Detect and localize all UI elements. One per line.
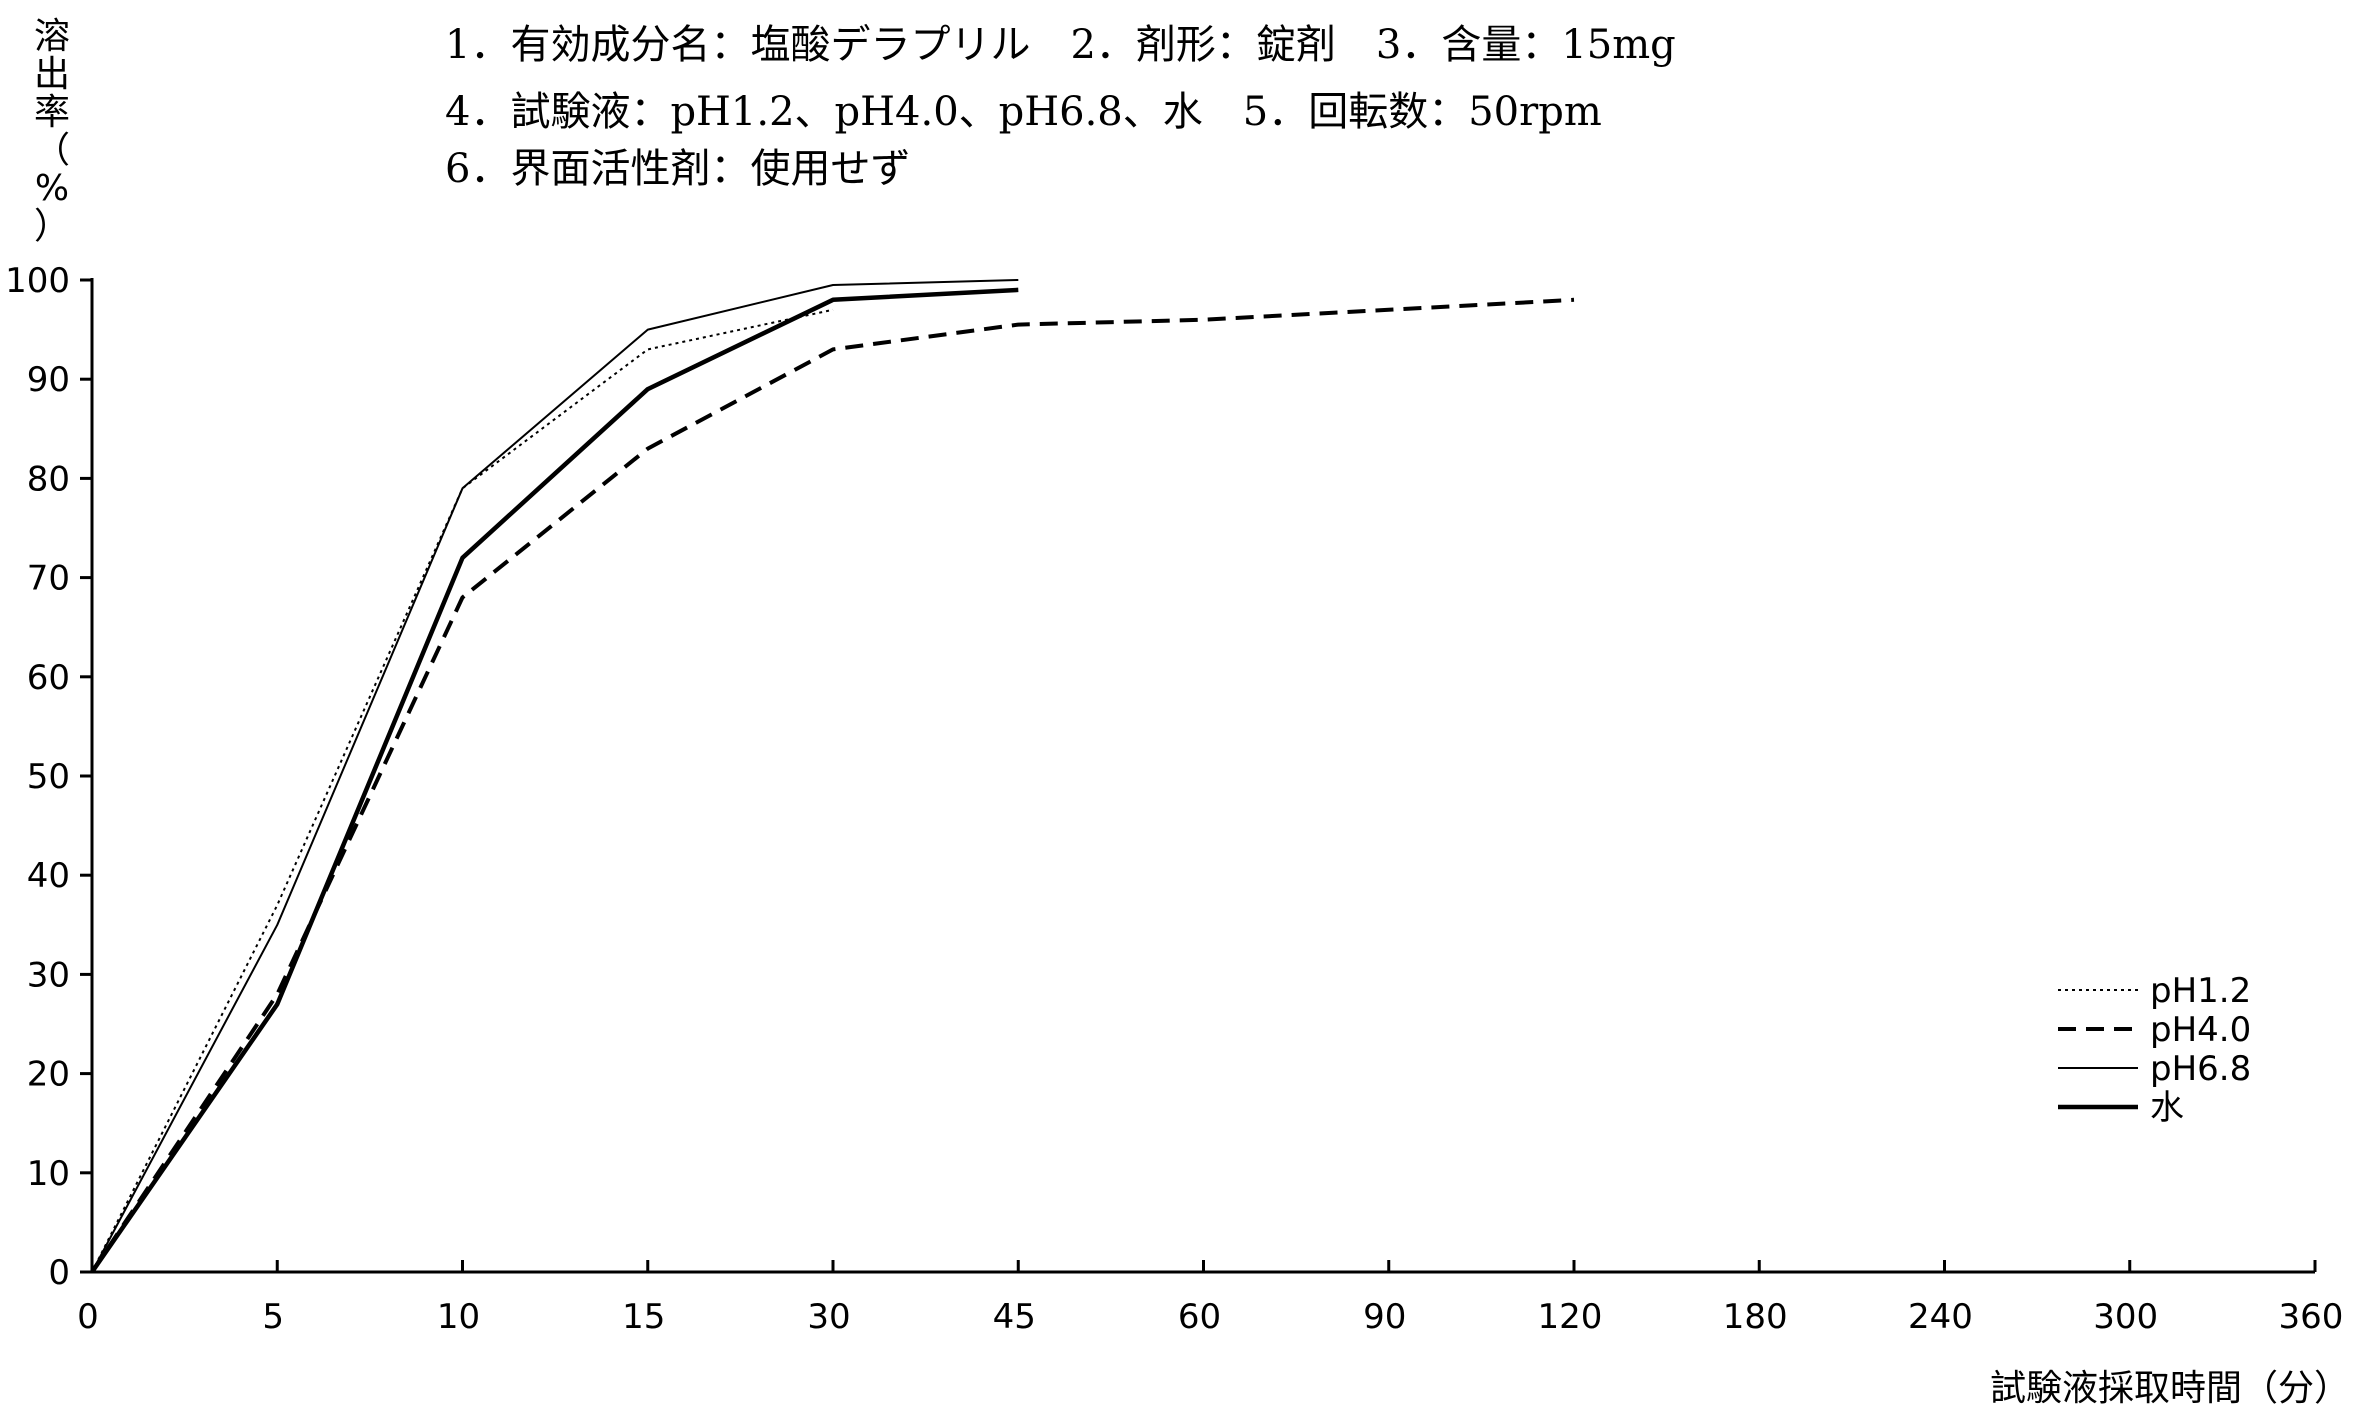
x-tick-label: 5 xyxy=(262,1297,284,1337)
series-line-2 xyxy=(91,279,1019,1273)
legend-label: 水 xyxy=(2150,1088,2184,1128)
x-tick-label: 10 xyxy=(437,1297,480,1337)
y-tick-label: 10 xyxy=(27,1154,70,1194)
axes xyxy=(90,278,2315,1274)
series-lines xyxy=(90,279,1575,1274)
y-tick-label: 50 xyxy=(27,757,70,797)
x-tick-label: 0 xyxy=(77,1297,99,1337)
y-tick-label: 100 xyxy=(5,261,70,301)
series-line-3 xyxy=(90,287,1019,1274)
x-tick-label: 45 xyxy=(993,1297,1036,1337)
x-tick-label: 300 xyxy=(2093,1297,2158,1337)
y-tick-label: 80 xyxy=(27,459,70,499)
x-tick-label: 180 xyxy=(1723,1297,1788,1337)
x-tick-label: 60 xyxy=(1178,1297,1221,1337)
y-tick-label: 20 xyxy=(27,1055,70,1095)
header-line-3: 6．界面活性剤：使用せず xyxy=(445,146,910,192)
x-tick-label: 120 xyxy=(1538,1297,1603,1337)
y-tick-label: 30 xyxy=(27,955,70,995)
x-tick-label: 30 xyxy=(807,1297,850,1337)
x-tick-label: 90 xyxy=(1363,1297,1406,1337)
header-line-2: 4．試験液：pH1.2、pH4.0、pH6.8、水 5．回転数：50rpm xyxy=(445,89,1602,135)
x-tick-label: 15 xyxy=(622,1297,665,1337)
y-axis-label-char: 率 xyxy=(34,92,70,133)
chart-header: 1．有効成分名：塩酸デラプリル 2．剤形：錠剤 3．含量：15mg 4．試験液：… xyxy=(445,22,1676,192)
legend-label: pH1.2 xyxy=(2150,971,2251,1011)
y-tick-label: 40 xyxy=(27,856,70,896)
y-axis-label-char: 出 xyxy=(34,54,70,95)
y-axis-label-char: ） xyxy=(34,206,70,247)
x-tick-label: 240 xyxy=(1908,1297,1973,1337)
series-line-0 xyxy=(91,308,834,1273)
x-axis-label: 試験液採取時間（分） xyxy=(1990,1368,2350,1409)
y-tick-label: 0 xyxy=(48,1253,70,1293)
header-line-1: 1．有効成分名：塩酸デラプリル 2．剤形：錠剤 3．含量：15mg xyxy=(445,22,1676,68)
y-tick-label: 70 xyxy=(27,559,70,599)
y-tick-label: 60 xyxy=(27,658,70,698)
y-tick-label: 90 xyxy=(27,360,70,400)
y-axis-label-char: 溶 xyxy=(34,16,70,57)
y-axis-label-char: % xyxy=(35,168,69,209)
x-tick-label: 360 xyxy=(2279,1297,2344,1337)
x-axis-ticks: 0 5 10 15 30 45 60 90 120 180 240 300 360 xyxy=(77,1260,2343,1337)
legend-label: pH6.8 xyxy=(2150,1049,2251,1089)
y-axis-label-char: （ xyxy=(34,130,70,171)
legend-label: pH4.0 xyxy=(2150,1010,2251,1050)
y-axis-ticks: 0 10 20 30 40 50 60 70 80 90 100 xyxy=(5,261,92,1293)
y-axis-label: 溶出率（%） xyxy=(34,16,70,247)
series-line-1 xyxy=(90,297,1575,1274)
